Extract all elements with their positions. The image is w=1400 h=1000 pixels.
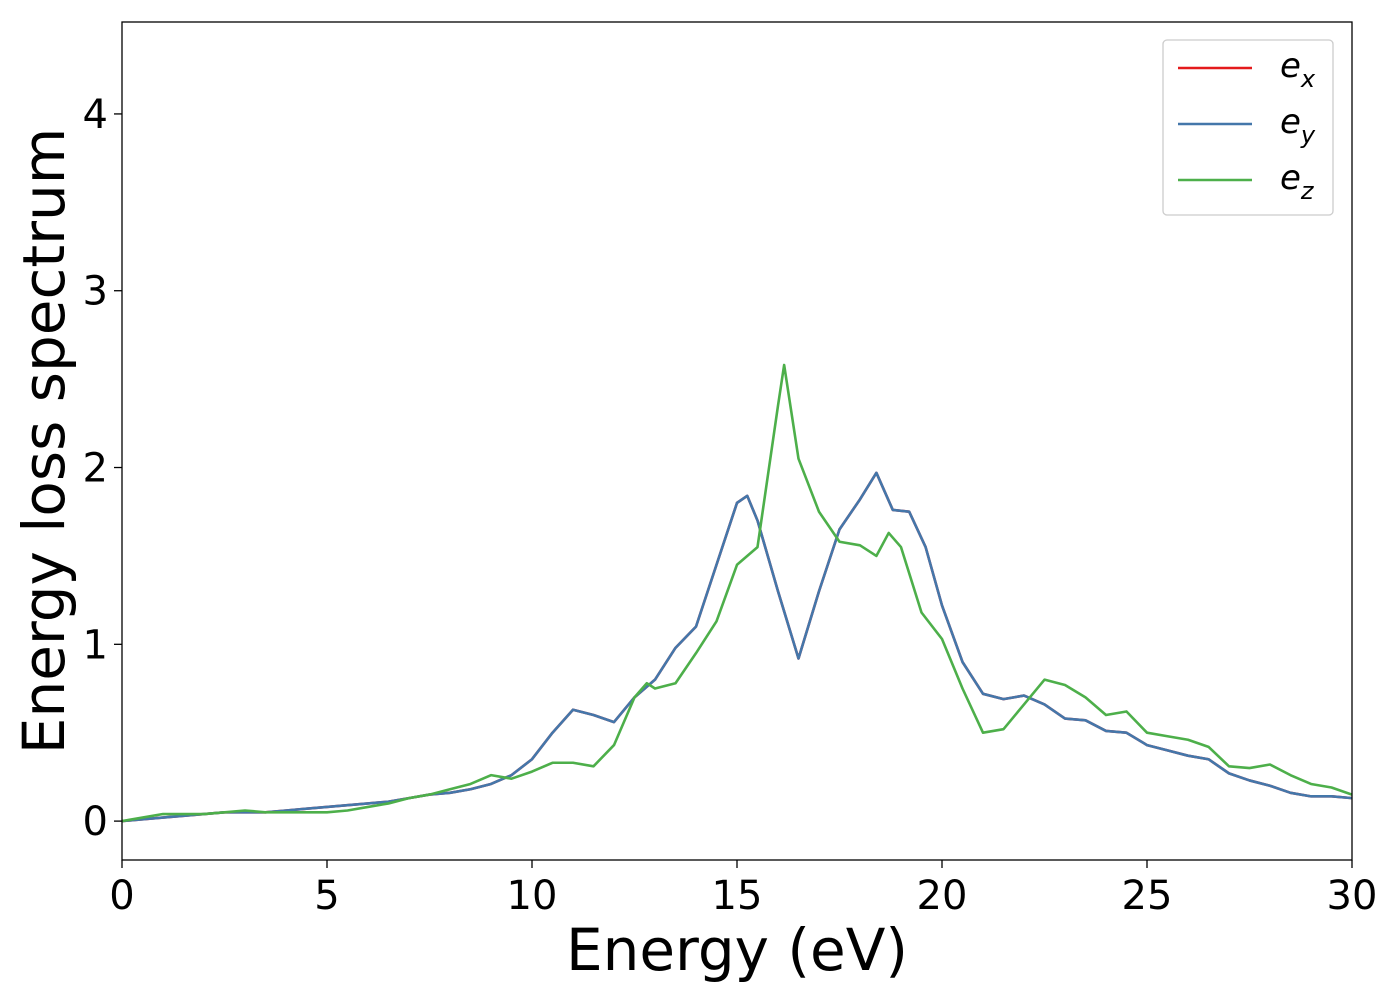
x-tick-label: 10 [507,873,558,919]
x-tick-label: 15 [712,873,763,919]
x-axis-ticks: 0 5 10 15 20 25 30 [109,860,1377,919]
y-tick-label: 3 [83,269,108,315]
y-axis-label: Energy loss spectrum [10,128,78,754]
series-line-y [122,471,1352,823]
x-tick-label: 30 [1327,873,1378,919]
y-tick-label: 2 [83,446,108,492]
x-tick-label: 20 [917,873,968,919]
series-line-z [122,363,1352,823]
y-tick-label: 4 [83,92,108,138]
series-layer [122,363,1352,823]
legend-frame [1162,39,1334,216]
x-axis-label: Energy (eV) [566,916,908,984]
y-axis-ticks: 0 1 2 3 4 [83,92,122,845]
x-tick-label: 5 [314,873,339,919]
series-line-x [122,471,1352,823]
x-tick-label: 0 [109,873,134,919]
y-tick-label: 0 [83,799,108,845]
x-tick-label: 25 [1122,873,1173,919]
y-tick-label: 1 [83,622,108,668]
